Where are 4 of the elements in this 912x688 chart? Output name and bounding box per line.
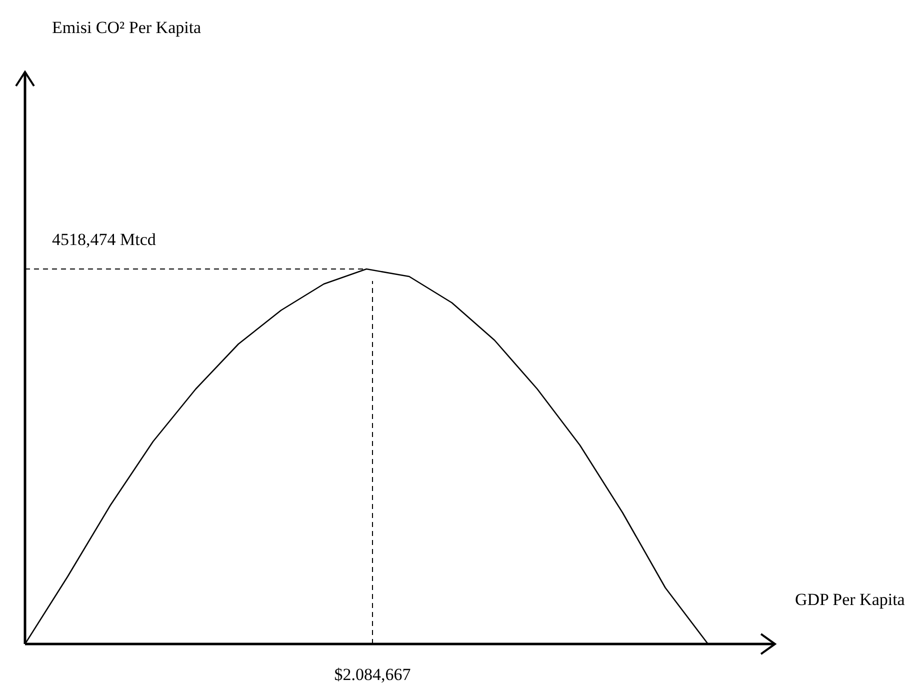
text: $2.084,667 — [334, 665, 412, 684]
ref-line-label: 4518,474 Mtcd — [52, 230, 156, 249]
x-axis-title: GDP Per Kapita — [795, 590, 906, 609]
text: Emisi CO² Per Kapita — [52, 18, 202, 37]
